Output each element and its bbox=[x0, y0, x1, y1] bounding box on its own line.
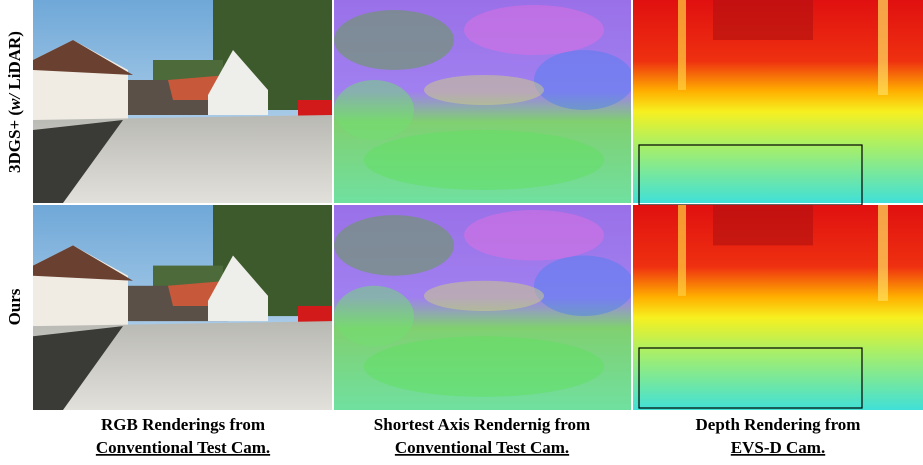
row-label-text: 3DGS+ ( bbox=[5, 110, 24, 173]
caption: Conventional Test Cam. bbox=[96, 438, 270, 457]
row-label-text: LiDAR) bbox=[5, 31, 24, 94]
depth-image bbox=[633, 205, 923, 410]
rgb-image bbox=[33, 0, 332, 203]
caption: RGB Renderings from bbox=[101, 415, 265, 434]
caption: EVS-D Cam. bbox=[731, 438, 825, 457]
row-label: 3DGS+ (w/ LiDAR) bbox=[5, 31, 24, 173]
caption: Shortest Axis Rendernig from bbox=[374, 415, 590, 434]
highlight-box bbox=[638, 347, 863, 409]
row-label: Ours bbox=[5, 288, 24, 325]
normal-image bbox=[334, 0, 631, 203]
caption: Conventional Test Cam. bbox=[395, 438, 569, 457]
rgb-image bbox=[33, 205, 332, 410]
caption: Depth Rendering from bbox=[696, 415, 861, 434]
normal-image bbox=[334, 205, 631, 410]
depth-image bbox=[633, 0, 923, 203]
row-label-text: w/ bbox=[5, 92, 24, 110]
